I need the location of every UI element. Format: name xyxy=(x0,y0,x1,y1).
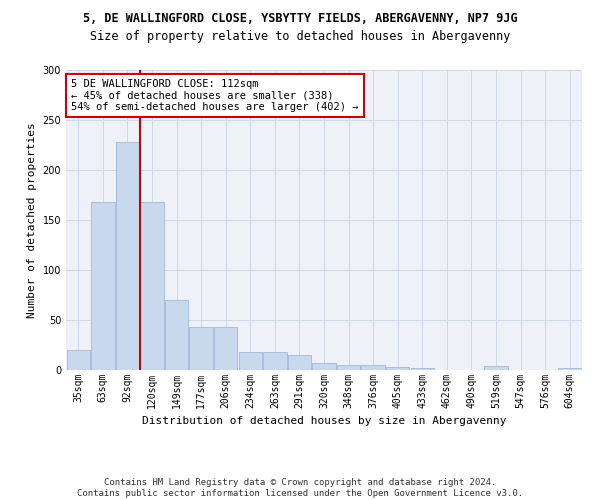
Bar xyxy=(165,300,188,370)
Bar xyxy=(410,368,434,370)
Bar xyxy=(484,366,508,370)
Bar xyxy=(116,142,139,370)
Bar xyxy=(558,368,581,370)
Bar xyxy=(361,365,385,370)
Bar xyxy=(67,350,90,370)
Text: Contains HM Land Registry data © Crown copyright and database right 2024.
Contai: Contains HM Land Registry data © Crown c… xyxy=(77,478,523,498)
Bar xyxy=(91,202,115,370)
Y-axis label: Number of detached properties: Number of detached properties xyxy=(27,122,37,318)
Bar xyxy=(263,352,287,370)
X-axis label: Distribution of detached houses by size in Abergavenny: Distribution of detached houses by size … xyxy=(142,416,506,426)
Bar xyxy=(313,363,335,370)
Bar xyxy=(288,355,311,370)
Bar xyxy=(239,352,262,370)
Bar xyxy=(190,327,213,370)
Bar xyxy=(140,202,164,370)
Bar xyxy=(386,367,409,370)
Text: 5, DE WALLINGFORD CLOSE, YSBYTTY FIELDS, ABERGAVENNY, NP7 9JG: 5, DE WALLINGFORD CLOSE, YSBYTTY FIELDS,… xyxy=(83,12,517,26)
Bar xyxy=(214,327,238,370)
Text: Size of property relative to detached houses in Abergavenny: Size of property relative to detached ho… xyxy=(90,30,510,43)
Text: 5 DE WALLINGFORD CLOSE: 112sqm
← 45% of detached houses are smaller (338)
54% of: 5 DE WALLINGFORD CLOSE: 112sqm ← 45% of … xyxy=(71,79,359,112)
Bar xyxy=(337,365,360,370)
